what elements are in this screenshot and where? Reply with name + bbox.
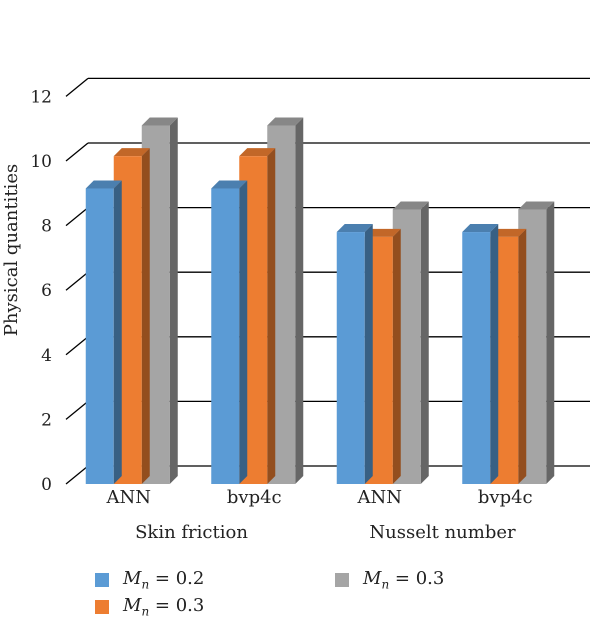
- bar-top: [518, 201, 555, 210]
- bar-top: [85, 180, 122, 189]
- gridline-diagonal: [65, 77, 89, 97]
- legend: Mn = 0.2 Mn = 0.3 Mn = 0.3: [0, 560, 600, 620]
- bar-top: [113, 148, 150, 157]
- legend-label: Mn = 0.3: [123, 595, 205, 619]
- bar: [85, 188, 114, 484]
- bar: [211, 188, 240, 484]
- legend-swatch: [95, 572, 109, 587]
- group-label: Skin friction: [135, 522, 248, 543]
- bar-side: [490, 224, 499, 484]
- x-tick-label: ANN: [106, 487, 152, 508]
- bar-side: [546, 201, 555, 484]
- legend-item: Mn = 0.3: [335, 568, 444, 592]
- x-tick-label: ANN: [357, 487, 403, 508]
- legend-label: Mn = 0.3: [363, 568, 445, 592]
- bar-top: [141, 117, 178, 126]
- bar-side: [239, 180, 248, 484]
- legend-swatch: [95, 599, 109, 614]
- y-axis-title: Physical quantities: [1, 164, 22, 336]
- bar-side: [295, 117, 304, 484]
- bar-top: [239, 148, 276, 157]
- bar-side: [267, 148, 276, 484]
- bar-top: [462, 224, 499, 233]
- y-tick-label: 4: [41, 346, 52, 366]
- bar-top: [267, 117, 304, 126]
- gridline-diagonal: [65, 336, 89, 356]
- group-label: Nusselt number: [369, 522, 516, 543]
- bar: [462, 232, 491, 484]
- x-tick-label: bvp4c: [478, 487, 533, 508]
- bar-side: [420, 201, 429, 484]
- labels: 0 2 4 6 8 10 12 ANN bvp4c ANN bvp4c Skin friction Nu…: [30, 87, 532, 543]
- bar-top: [490, 228, 527, 237]
- y-tick-label: 2: [41, 410, 52, 430]
- bar-side: [518, 228, 527, 484]
- y-tick-label: 10: [30, 152, 52, 172]
- y-tick-label: 6: [41, 281, 52, 301]
- bar-side: [169, 117, 178, 484]
- gridline-diagonal: [65, 400, 89, 420]
- gridline-diagonal: [65, 271, 89, 291]
- gridline-diagonal: [65, 207, 89, 227]
- x-tick-label: bvp4c: [227, 487, 282, 508]
- bar-side: [113, 180, 122, 484]
- legend-swatch: [335, 572, 349, 587]
- y-tick-label: 8: [41, 217, 52, 237]
- bar: [336, 232, 365, 484]
- bar-top: [336, 224, 373, 233]
- y-tick-label: 12: [30, 87, 52, 107]
- bar-top: [392, 201, 429, 210]
- y-tick-label: 0: [41, 475, 52, 495]
- bar-top: [364, 228, 401, 237]
- bar-side: [141, 148, 150, 484]
- bars: [85, 117, 555, 484]
- gridline-diagonal: [65, 465, 89, 485]
- bar-top: [211, 180, 248, 189]
- legend-item: Mn = 0.2: [95, 568, 204, 592]
- bar-side: [364, 224, 373, 484]
- chart: 0 2 4 6 8 10 12 ANN bvp4c ANN bvp4c Skin friction Nu…: [1, 77, 590, 543]
- gridline-diagonal: [65, 142, 89, 162]
- legend-label: Mn = 0.2: [123, 568, 205, 592]
- bar-side: [392, 228, 401, 484]
- legend-item: Mn = 0.3: [95, 595, 204, 619]
